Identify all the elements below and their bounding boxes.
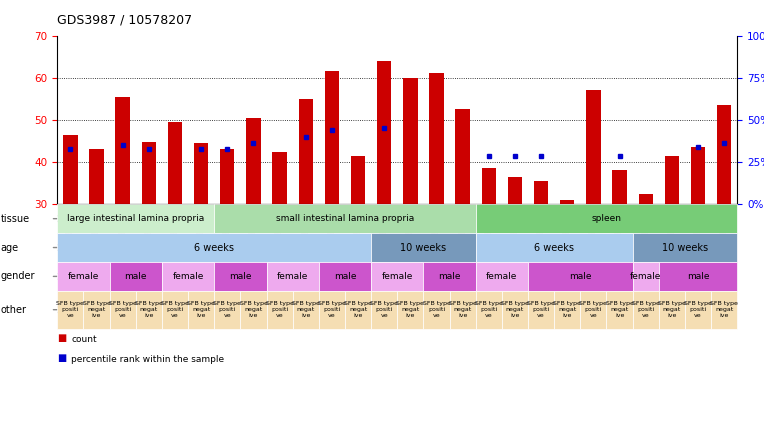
Text: small intestinal lamina propria: small intestinal lamina propria [276,214,414,223]
Text: female: female [486,272,517,281]
Text: male: male [125,272,147,281]
Text: other: other [1,305,27,315]
Text: 10 weeks: 10 weeks [662,242,708,253]
Text: spleen: spleen [591,214,621,223]
Text: SFB type
positi
ve: SFB type positi ve [213,301,241,318]
Bar [63,135,78,204]
Text: percentile rank within the sample: percentile rank within the sample [71,355,224,364]
Text: GDS3987 / 10578207: GDS3987 / 10578207 [57,13,193,26]
Text: SFB type
negat
ive: SFB type negat ive [711,301,738,318]
Text: SFB type
positi
ve: SFB type positi ve [57,301,84,318]
Text: SFB type
negat
ive: SFB type negat ive [292,301,319,318]
Bar [299,99,313,204]
Text: male: male [569,272,591,281]
Bar [141,142,156,204]
Text: SFB type
negat
ive: SFB type negat ive [606,301,633,318]
Bar [534,181,549,204]
Bar [325,71,339,204]
Text: SFB type
negat
ive: SFB type negat ive [135,301,163,318]
Bar [560,200,575,204]
Text: SFB type
positi
ve: SFB type positi ve [371,301,398,318]
Text: SFB type
negat
ive: SFB type negat ive [448,301,477,318]
Text: age: age [1,242,19,253]
Text: male: male [439,272,461,281]
Text: 10 weeks: 10 weeks [400,242,446,253]
Bar [717,105,731,204]
Text: SFB type
positi
ve: SFB type positi ve [684,301,712,318]
Text: SFB type
negat
ive: SFB type negat ive [187,301,215,318]
Bar [639,194,653,204]
Text: tissue: tissue [1,214,30,224]
Text: ■: ■ [57,333,66,343]
Text: SFB type
negat
ive: SFB type negat ive [239,301,267,318]
Text: SFB type
negat
ive: SFB type negat ive [344,301,372,318]
Text: SFB type
positi
ve: SFB type positi ve [475,301,503,318]
Text: SFB type
negat
ive: SFB type negat ive [83,301,111,318]
Bar [481,168,496,204]
Bar [168,122,182,204]
Text: ■: ■ [57,353,66,363]
Bar [691,147,705,204]
Bar [89,149,104,204]
Bar [351,156,365,204]
Text: female: female [277,272,309,281]
Text: female: female [68,272,99,281]
Bar [246,118,261,204]
Bar [455,109,470,204]
Text: count: count [71,335,97,344]
Text: gender: gender [1,271,35,281]
Bar [586,91,601,204]
Text: SFB type
positi
ve: SFB type positi ve [632,301,659,318]
Text: female: female [630,272,662,281]
Text: large intestinal lamina propria: large intestinal lamina propria [67,214,205,223]
Text: female: female [173,272,204,281]
Bar [194,143,209,204]
Text: SFB type
negat
ive: SFB type negat ive [397,301,424,318]
Text: SFB type
negat
ive: SFB type negat ive [658,301,686,318]
Bar [403,78,418,204]
Text: SFB type
positi
ve: SFB type positi ve [527,301,555,318]
Text: SFB type
positi
ve: SFB type positi ve [579,301,607,318]
Bar [613,170,626,204]
Text: SFB type
negat
ive: SFB type negat ive [501,301,529,318]
Text: SFB type
positi
ve: SFB type positi ve [108,301,137,318]
Text: male: male [687,272,709,281]
Text: 6 weeks: 6 weeks [534,242,575,253]
Text: male: male [229,272,251,281]
Bar [115,97,130,204]
Bar [273,151,286,204]
Text: SFB type
negat
ive: SFB type negat ive [553,301,581,318]
Text: SFB type
positi
ve: SFB type positi ve [161,301,189,318]
Bar [377,61,391,204]
Text: SFB type
positi
ve: SFB type positi ve [318,301,346,318]
Text: female: female [381,272,413,281]
Bar [508,177,522,204]
Bar [665,156,679,204]
Text: SFB type
positi
ve: SFB type positi ve [422,301,451,318]
Text: 6 weeks: 6 weeks [194,242,235,253]
Text: male: male [334,272,356,281]
Text: SFB type
positi
ve: SFB type positi ve [266,301,293,318]
Bar [429,74,444,204]
Bar [220,149,235,204]
